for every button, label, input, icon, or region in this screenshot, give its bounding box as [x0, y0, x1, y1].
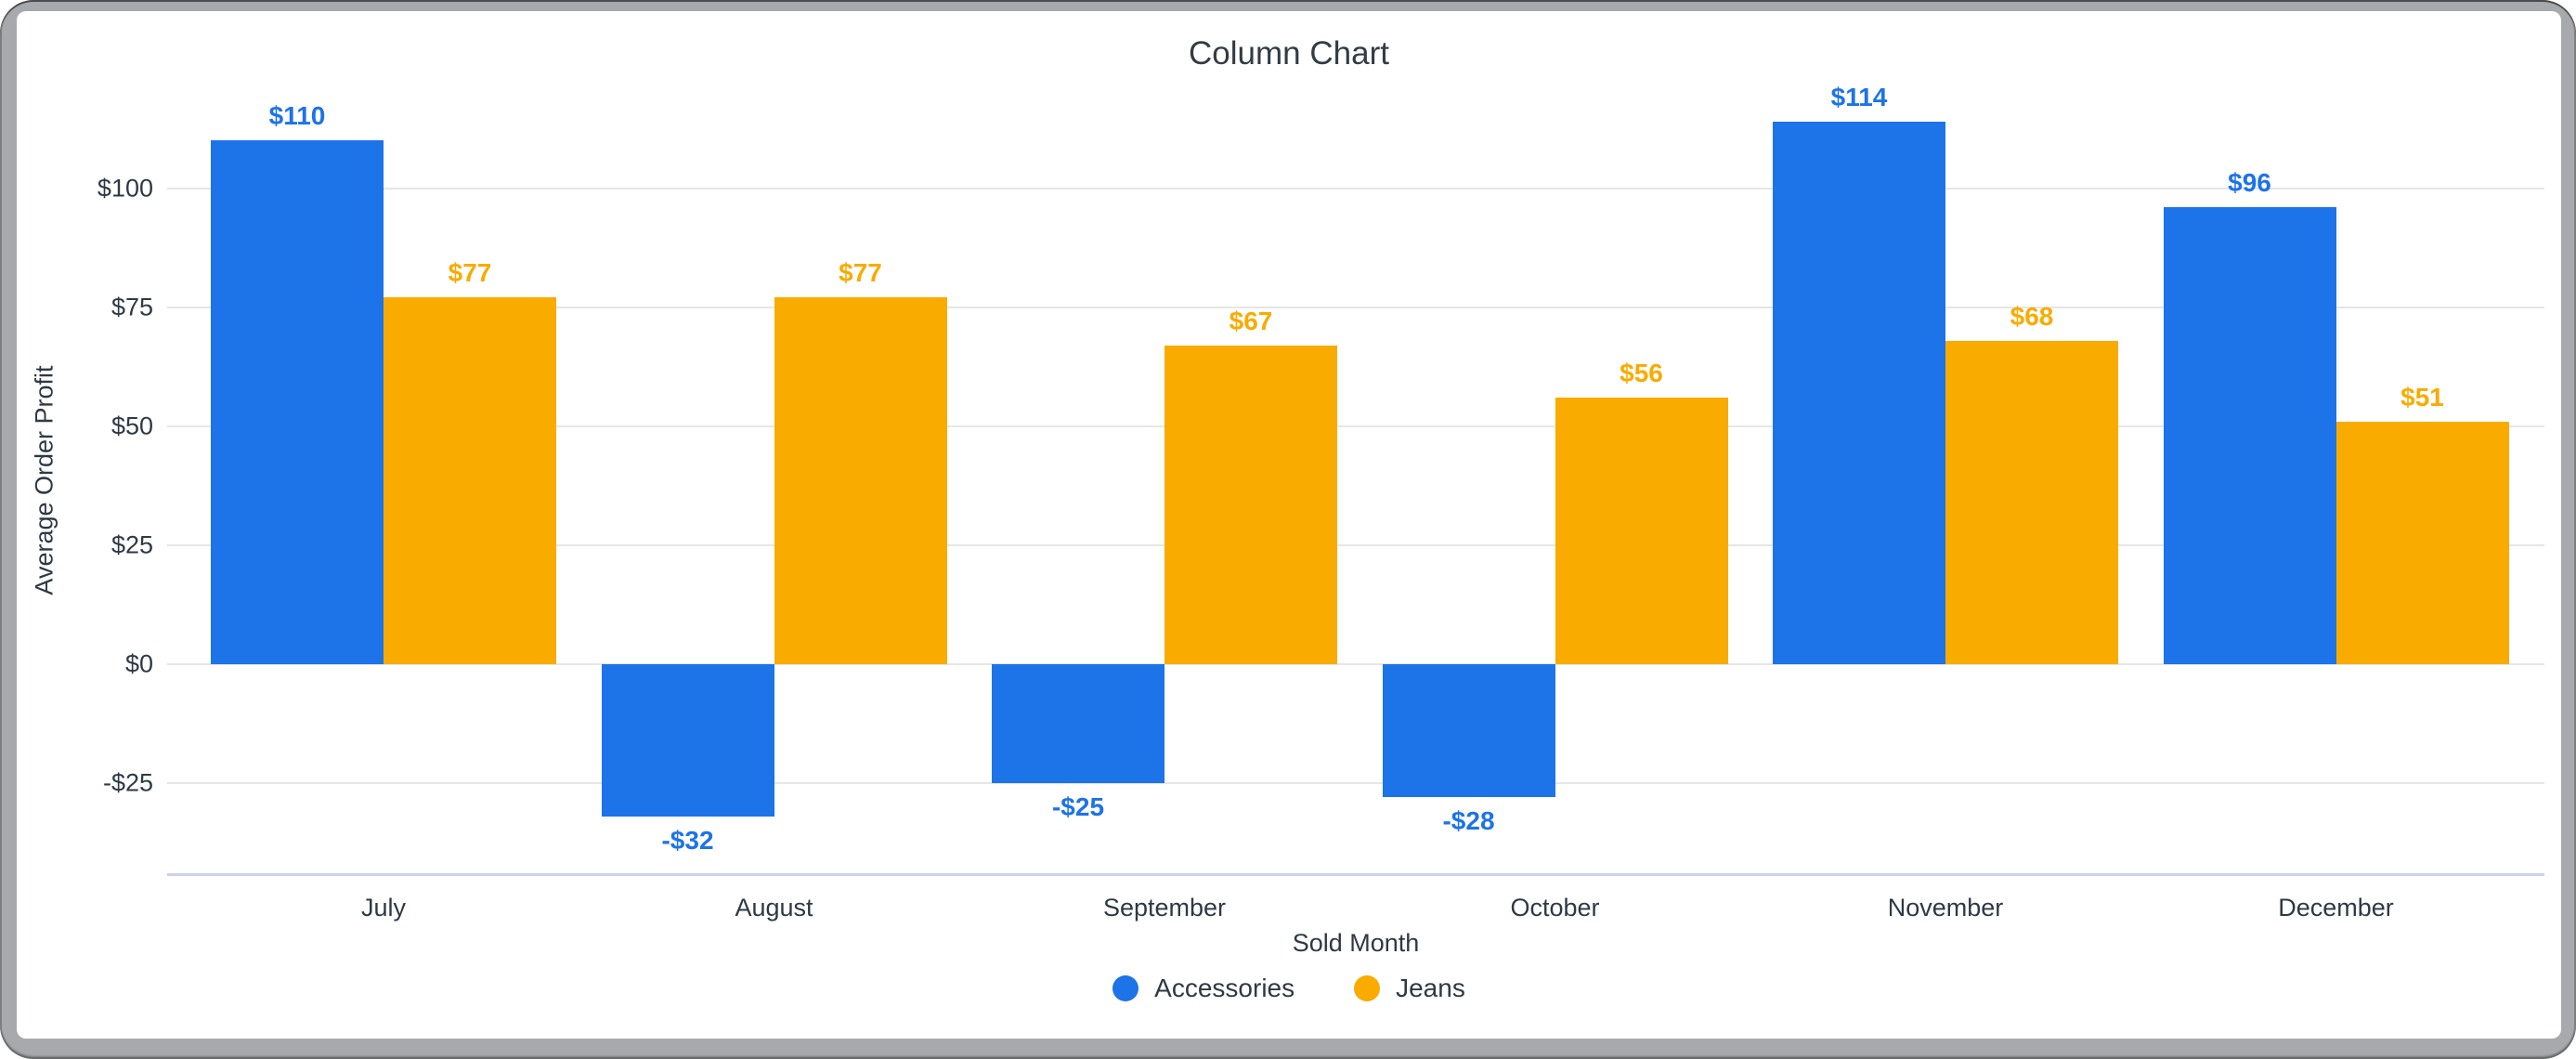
bar-value-label: $77	[839, 258, 882, 288]
chart-card: Column Chart Average Order Profit $110 -$…	[17, 11, 2561, 1039]
bar-value-label: $56	[1620, 358, 1663, 387]
bar-value-label: $96	[2228, 168, 2271, 198]
x-axis-tick-label: August	[735, 894, 813, 922]
bar-value-label: $77	[448, 258, 492, 288]
x-axis-tick-label: November	[1887, 894, 2004, 922]
y-axis-title: Average Order Profit	[30, 365, 59, 595]
y-axis-tick-label: $100	[97, 174, 153, 203]
bar-accessories-november[interactable]	[1773, 121, 1945, 664]
legend-label: Accessories	[1154, 974, 1295, 1002]
legend-item-accessories[interactable]: Accessories	[1112, 974, 1295, 1003]
bar-jeans-november[interactable]	[1945, 340, 2118, 664]
bar-value-label: $51	[2400, 382, 2444, 412]
bar-accessories-october[interactable]	[1382, 663, 1555, 798]
x-axis-tick-label: October	[1510, 894, 1600, 922]
bar-accessories-july[interactable]	[211, 140, 384, 664]
gridline	[167, 662, 2544, 665]
x-axis-tick-label: July	[360, 894, 407, 922]
gridline	[167, 543, 2544, 546]
bar-value-label: $110	[268, 101, 326, 131]
y-axis-tick-label: $0	[124, 649, 153, 678]
bar-value-label: -$28	[1442, 806, 1495, 836]
chart-title: Column Chart	[1189, 35, 1389, 72]
legend: Accessories Jeans	[17, 974, 2561, 1003]
y-axis-tick-label: $50	[111, 412, 153, 440]
legend-label: Jeans	[1396, 974, 1465, 1002]
gridline	[167, 425, 2544, 427]
legend-swatch-icon	[1354, 975, 1381, 1001]
y-axis-tick-label: -$25	[102, 768, 153, 797]
gridline	[167, 306, 2544, 308]
bar-jeans-august[interactable]	[774, 297, 947, 664]
bar-value-label: -$25	[1051, 791, 1105, 821]
bar-value-label: $114	[1830, 82, 1888, 111]
bar-accessories-august[interactable]	[601, 663, 774, 817]
bar-jeans-september[interactable]	[1164, 345, 1337, 664]
bar-value-label: $67	[1229, 306, 1273, 335]
gridline	[167, 187, 2544, 190]
legend-swatch-icon	[1112, 975, 1139, 1001]
gridline	[167, 781, 2544, 784]
bar-value-label: -$32	[661, 825, 714, 855]
x-axis-tick-label: December	[2278, 894, 2394, 922]
x-axis-tick-label: September	[1102, 894, 1227, 922]
x-axis-title: Sold Month	[1292, 929, 1420, 957]
bar-jeans-december[interactable]	[2335, 421, 2509, 664]
bar-accessories-september[interactable]	[992, 663, 1164, 783]
bar-jeans-october[interactable]	[1555, 397, 1728, 664]
bar-accessories-december[interactable]	[2163, 207, 2336, 664]
plot-area: $110 -$32 -$25 -$28 $114 $96 $77 $77 $67 $56 $68 $5…	[167, 82, 2544, 876]
y-axis-tick-label: $75	[111, 293, 153, 321]
bar-value-label: $68	[2010, 301, 2054, 331]
bar-jeans-july[interactable]	[384, 297, 556, 664]
y-axis-tick-label: $25	[111, 530, 153, 559]
legend-item-jeans[interactable]: Jeans	[1354, 974, 1465, 1003]
